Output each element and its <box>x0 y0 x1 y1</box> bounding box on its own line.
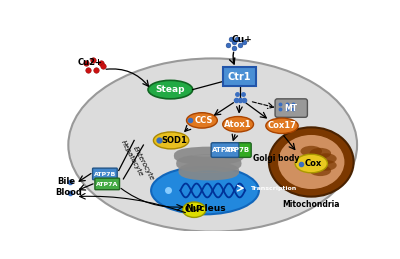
Text: ATP7A: ATP7A <box>212 147 238 153</box>
Text: Transcription: Transcription <box>250 186 296 191</box>
Ellipse shape <box>277 134 345 190</box>
FancyBboxPatch shape <box>224 143 251 157</box>
Ellipse shape <box>310 165 331 176</box>
Ellipse shape <box>68 59 357 232</box>
Text: Bile: Bile <box>57 177 75 186</box>
FancyBboxPatch shape <box>92 168 117 180</box>
Text: Hepatocyte: Hepatocyte <box>120 139 144 177</box>
Text: MT: MT <box>285 104 298 113</box>
Text: Cu+: Cu+ <box>232 35 252 44</box>
Text: Steap: Steap <box>156 85 185 94</box>
Ellipse shape <box>269 127 354 197</box>
Ellipse shape <box>315 160 337 171</box>
Text: Golgi body: Golgi body <box>253 154 299 163</box>
Ellipse shape <box>300 146 322 157</box>
Text: CCS: CCS <box>194 116 213 125</box>
Text: Blood: Blood <box>55 188 82 197</box>
Text: SOD1: SOD1 <box>161 136 187 145</box>
Text: Ctr1: Ctr1 <box>228 71 252 82</box>
Text: Cox: Cox <box>304 159 322 168</box>
Text: ATP7B: ATP7B <box>225 147 250 153</box>
Text: Cu2+: Cu2+ <box>78 58 103 67</box>
Text: Nucleus: Nucleus <box>185 204 225 213</box>
Ellipse shape <box>154 132 189 149</box>
Ellipse shape <box>183 202 206 217</box>
FancyBboxPatch shape <box>95 178 120 190</box>
FancyBboxPatch shape <box>224 67 256 86</box>
Ellipse shape <box>310 148 331 159</box>
Ellipse shape <box>148 80 193 99</box>
Text: ATP7B: ATP7B <box>94 172 116 177</box>
Text: Mitochondria: Mitochondria <box>282 200 340 209</box>
Text: Atox1: Atox1 <box>224 120 252 129</box>
FancyBboxPatch shape <box>211 143 239 157</box>
FancyBboxPatch shape <box>275 99 308 117</box>
Text: ATP7A: ATP7A <box>96 182 118 187</box>
Text: Cox17: Cox17 <box>268 121 296 130</box>
Ellipse shape <box>151 167 259 214</box>
Ellipse shape <box>315 153 337 164</box>
Text: CuP: CuP <box>185 205 203 214</box>
Ellipse shape <box>223 117 254 132</box>
Text: Enterocyte: Enterocyte <box>132 145 155 182</box>
Ellipse shape <box>295 154 328 173</box>
Ellipse shape <box>266 118 298 133</box>
Ellipse shape <box>186 113 217 128</box>
